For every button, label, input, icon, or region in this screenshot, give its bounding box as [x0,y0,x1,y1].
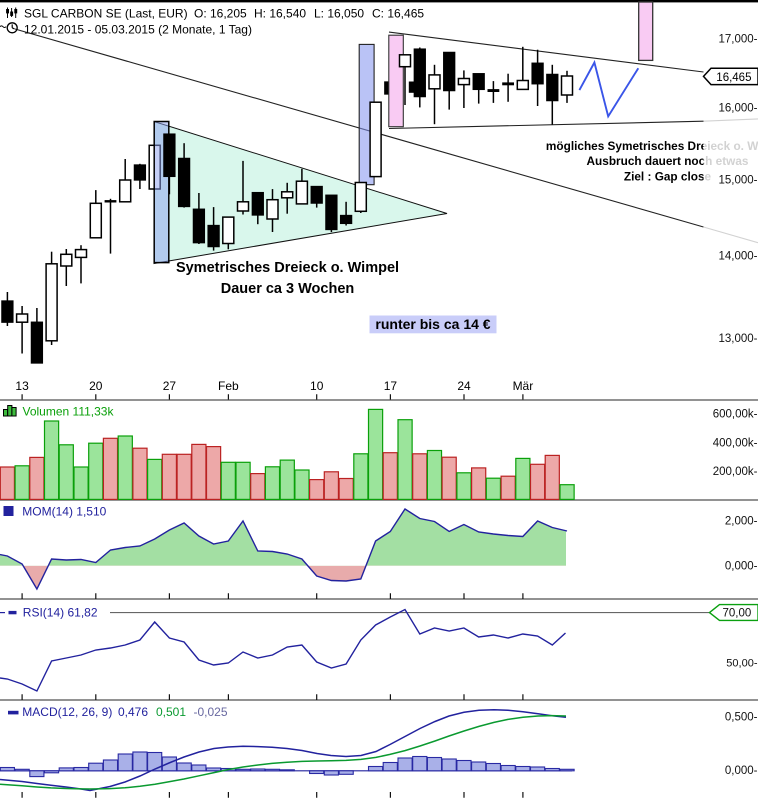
svg-text:200,00k-: 200,00k- [713,466,758,478]
svg-text:16,000-: 16,000- [718,103,757,115]
svg-text:14,000-: 14,000- [718,251,757,263]
svg-text:16,465: 16,465 [716,72,751,84]
svg-text:mögliches Symetrisches Dreieck: mögliches Symetrisches Dreieck o. Wimpel [546,139,758,153]
svg-text:12.01.2015 - 05.03.2015 (2 Mon: 12.01.2015 - 05.03.2015 (2 Monate, 1 Tag… [24,23,252,37]
svg-text:0,501: 0,501 [156,705,186,719]
svg-text:13: 13 [15,379,29,393]
svg-text:O: 16,205: O: 16,205 [194,6,247,20]
svg-text:MACD(12, 26, 9): MACD(12, 26, 9) [22,705,112,719]
svg-text:Ziel : Gap close: Ziel : Gap close [624,169,712,183]
svg-text:RSI(14) 61,82: RSI(14) 61,82 [23,605,98,619]
svg-text:0,000-: 0,000- [725,561,758,573]
svg-text:0,500-: 0,500- [725,712,758,724]
svg-text:mögliches Symetrisches Dreieck: mögliches Symetrisches Dreieck o. Wimpel [546,139,758,153]
svg-text:2,000-: 2,000- [725,516,758,528]
svg-text:Ausbruch dauert noch etwas: Ausbruch dauert noch etwas [587,154,749,168]
svg-text:50,00-: 50,00- [726,658,758,670]
svg-text:Ziel : Gap close: Ziel : Gap close [624,169,712,183]
svg-text:27: 27 [163,379,177,393]
svg-text:-0,025: -0,025 [194,705,228,719]
svg-text:C: 16,465: C: 16,465 [372,6,424,20]
svg-text:15,000-: 15,000- [718,175,757,187]
svg-text:24: 24 [457,379,471,393]
svg-text:Volumen 111,33k: Volumen 111,33k [23,404,115,418]
svg-text:17,000-: 17,000- [718,34,757,46]
svg-text:70,00: 70,00 [723,608,752,620]
svg-text:Ausbruch dauert noch etwas: Ausbruch dauert noch etwas [587,154,749,168]
svg-text:Dauer ca 3 Wochen: Dauer ca 3 Wochen [221,281,355,297]
svg-text:H: 16,540: H: 16,540 [254,6,306,20]
svg-text:SGL CARBON SE (Last, EUR): SGL CARBON SE (Last, EUR) [24,6,188,20]
svg-text:Mär: Mär [513,379,534,393]
svg-text:0,000-: 0,000- [725,765,758,777]
svg-text:20: 20 [89,379,103,393]
svg-text:Feb: Feb [218,379,239,393]
svg-text:17: 17 [384,379,398,393]
svg-text:L: 16,050: L: 16,050 [314,6,364,20]
svg-text:400,00k-: 400,00k- [713,437,758,449]
svg-text:10: 10 [310,379,324,393]
svg-text:0,476: 0,476 [118,705,148,719]
svg-text:MOM(14) 1,510: MOM(14) 1,510 [22,504,106,518]
svg-text:13,000-: 13,000- [718,333,757,345]
svg-text:runter bis ca 14 €: runter bis ca 14 € [375,316,490,332]
svg-text:600,00k-: 600,00k- [713,409,758,421]
svg-text:Symetrisches Dreieck o. Wimpel: Symetrisches Dreieck o. Wimpel [176,260,399,276]
